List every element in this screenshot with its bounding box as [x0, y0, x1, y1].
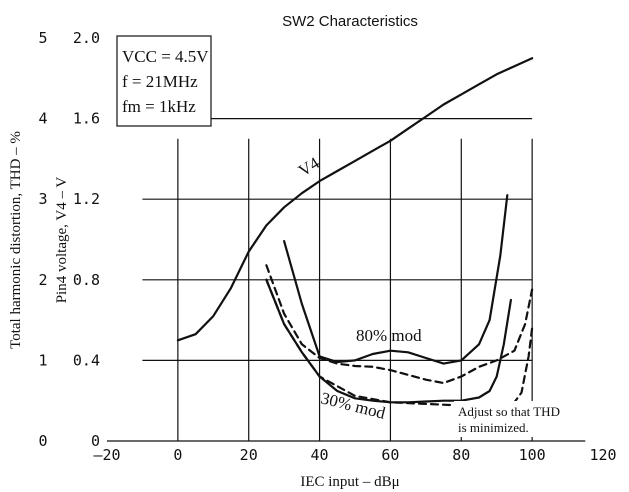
x-tick-label: 0: [173, 446, 182, 464]
series-30-mod-dashed-line: [265, 278, 534, 410]
adjust-note-background: [454, 401, 598, 437]
adjust-note-line2: is minimized.: [458, 420, 529, 435]
v4-tick-label: 2.0: [73, 29, 100, 47]
chart-title: SW2 Characteristics: [282, 13, 418, 30]
x-tick-label: –20: [93, 446, 120, 464]
condition-vcc: VCC = 4.5V: [122, 47, 209, 66]
thd-tick-label: 3: [38, 190, 47, 208]
y-axis-label-v4: Pin4 voltage, V4 – V: [54, 177, 70, 304]
thd-tick-label: 5: [38, 29, 47, 47]
v4-tick-label: 1.6: [73, 110, 100, 128]
v4-tick-label: 1.2: [73, 190, 100, 208]
thd-tick-label: 4: [38, 110, 47, 128]
condition-modulation-frequency: fm = 1kHz: [122, 97, 196, 116]
x-tick-label: 20: [240, 446, 258, 464]
v4-tick-label: 0.4: [73, 351, 100, 369]
x-tick-label: 40: [311, 446, 329, 464]
v4-axis-ticks: 0 0.4 0.8 1.2 1.6 2.0: [73, 29, 100, 450]
x-tick-label: 80: [452, 446, 470, 464]
label-80-mod: 80% mod: [356, 326, 422, 345]
thd-tick-label: 1: [38, 351, 47, 369]
v4-tick-label: 0.8: [73, 271, 100, 289]
thd-axis-ticks: 0 1 2 3 4 5: [38, 29, 47, 450]
conditions-box: VCC = 4.5V f = 21MHz fm = 1kHz: [116, 35, 212, 127]
adjust-note-line1: Adjust so that THD: [458, 404, 560, 419]
series: [176, 57, 534, 410]
x-tick-label: 60: [381, 446, 399, 464]
series-v4-solid-line: [176, 57, 534, 342]
label-30-mod: 30% mod: [319, 388, 388, 422]
x-tick-label: 100: [519, 446, 546, 464]
x-tick-label: 120: [589, 446, 616, 464]
x-axis-ticks: –20 0 20 40 60 80 100 120: [93, 446, 616, 464]
condition-frequency: f = 21MHz: [122, 72, 198, 91]
y-axis-label-thd: Total harmonic distortion, THD – %: [8, 131, 24, 349]
label-v4: V4: [295, 153, 323, 180]
thd-tick-label: 0: [38, 432, 47, 450]
conditions-box-border: [116, 35, 212, 127]
series-80-mod-solid-line: [283, 194, 509, 365]
thd-tick-label: 2: [38, 271, 47, 289]
series-80-mod-dashed-line: [265, 264, 534, 385]
x-axis-label: IEC input – dBμ: [300, 474, 399, 490]
v4-tick-label: 0: [91, 432, 100, 450]
